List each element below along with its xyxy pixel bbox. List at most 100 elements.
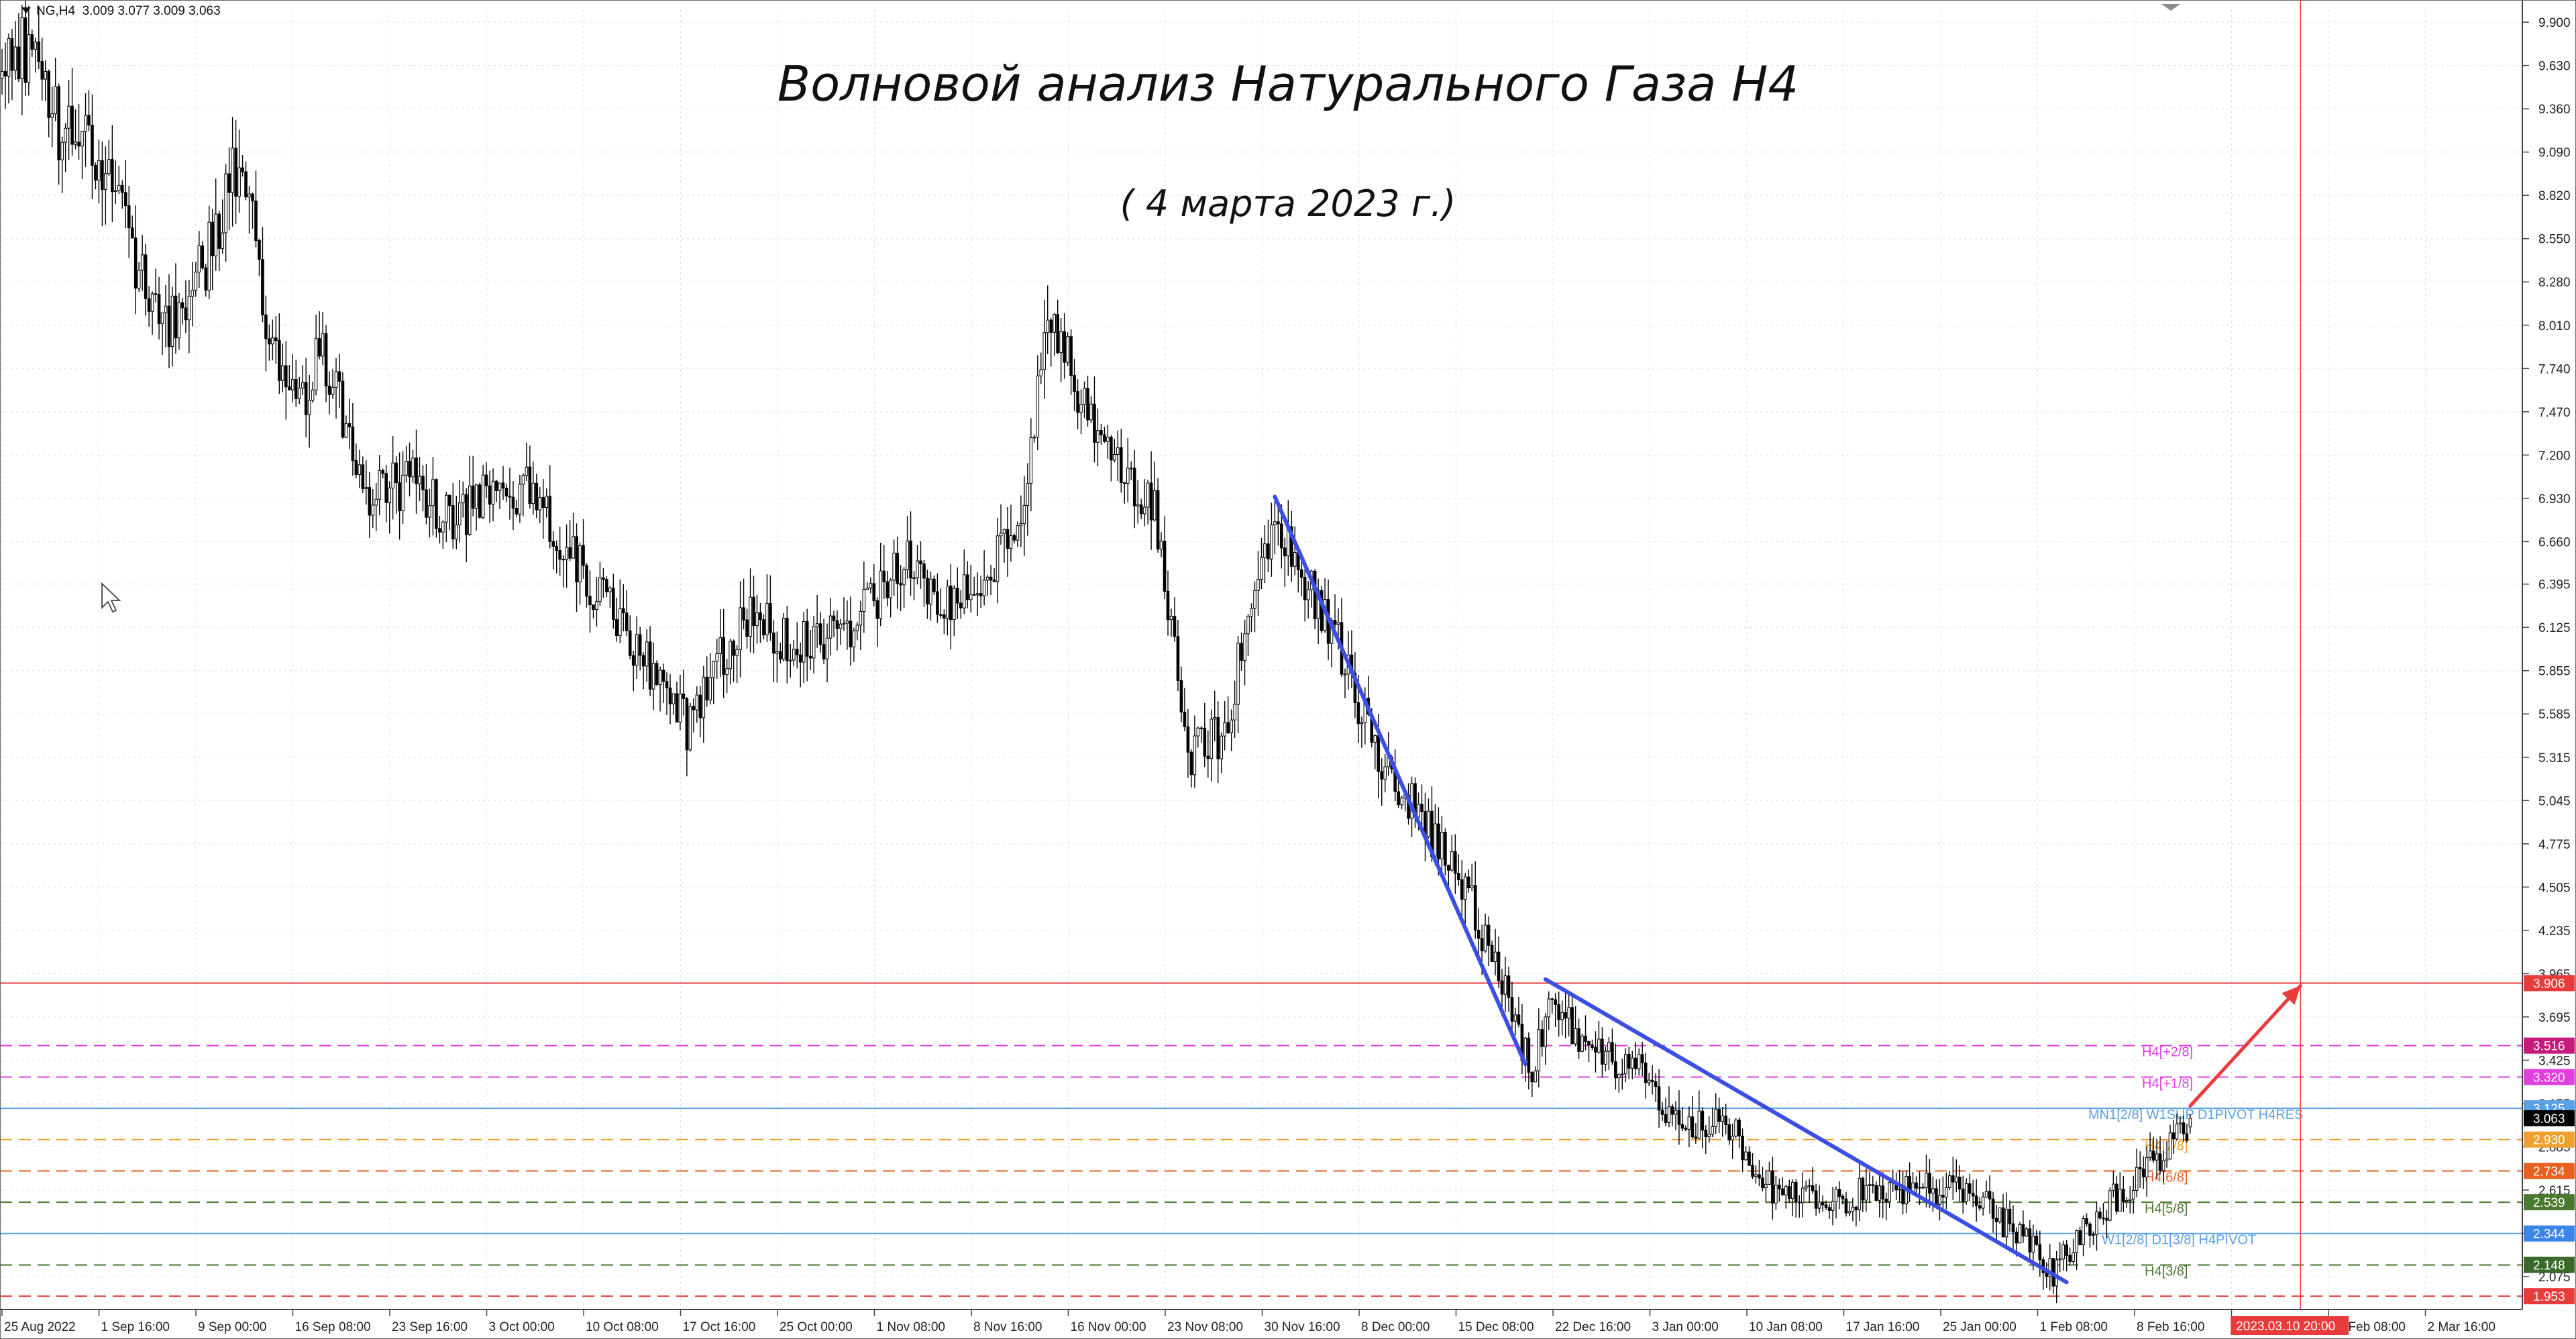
candle [157, 276, 161, 339]
candle [615, 597, 619, 642]
candle [27, 5, 31, 96]
candle-body [415, 458, 418, 484]
candle [241, 155, 244, 177]
candle [180, 297, 184, 325]
candle [2148, 1132, 2152, 1161]
candle-body [364, 486, 368, 489]
candle-body [1056, 314, 1059, 354]
candle [2035, 1230, 2039, 1246]
candle-body [368, 486, 372, 516]
candle [1250, 603, 1253, 633]
candle [1811, 1167, 1815, 1194]
candle-body [1053, 314, 1057, 333]
candle-body [658, 670, 662, 685]
candle-body [1093, 403, 1096, 443]
price-badge [2524, 1110, 2575, 1126]
candle [1360, 716, 1364, 748]
candle [117, 166, 121, 195]
candle-body [608, 587, 612, 592]
candle [2112, 1171, 2115, 1197]
candle [2072, 1238, 2075, 1265]
candle-body [1978, 1205, 1982, 1209]
candle-body [585, 565, 588, 597]
candle [608, 586, 612, 608]
candle [428, 488, 431, 538]
candle [248, 186, 251, 234]
candle [732, 639, 735, 682]
candle-body [508, 495, 512, 498]
price-badge [2524, 1288, 2575, 1305]
candle [2138, 1151, 2142, 1188]
candle-body [1223, 722, 1226, 737]
candle [922, 559, 926, 607]
candle [745, 608, 749, 649]
candle [1454, 834, 1457, 894]
candle-body [241, 167, 244, 172]
candle [1380, 758, 1384, 806]
candle-body [936, 591, 939, 615]
candle-body [3, 70, 7, 76]
candle-body [849, 621, 853, 647]
candle-body [779, 651, 782, 659]
candle-body [311, 389, 315, 401]
candle-body [775, 651, 779, 654]
candle-body [715, 653, 719, 662]
candle [631, 651, 635, 692]
candle [421, 465, 425, 512]
candle [879, 542, 883, 627]
candle [1734, 1118, 1737, 1138]
candle-body [248, 193, 251, 198]
candle-body [1737, 1120, 1741, 1137]
candle-body [494, 480, 498, 491]
candle-body [67, 105, 70, 129]
candle-body [1844, 1198, 1848, 1214]
candle-body [1437, 823, 1440, 859]
candle [1667, 1086, 1671, 1128]
candle-body [2105, 1218, 2108, 1221]
candle [1079, 389, 1083, 435]
candle-body [401, 474, 405, 512]
candle-body [1493, 951, 1497, 963]
candle-body [1513, 1014, 1517, 1022]
candle-body [1450, 851, 1454, 871]
candle-body [478, 484, 482, 518]
candle-body [114, 190, 117, 193]
candle-body [1647, 1079, 1651, 1083]
candle-body [1179, 680, 1183, 712]
candle-body [1644, 1062, 1648, 1083]
candle-body [1270, 524, 1273, 559]
candle-body [722, 637, 725, 676]
symbol-label: NG,H4 [36, 4, 76, 18]
candle-body [2155, 1153, 2159, 1161]
candle-body [1383, 766, 1387, 780]
candle-body [10, 38, 14, 71]
candle-body [955, 588, 959, 604]
candle [1179, 666, 1183, 722]
candle [1493, 928, 1497, 976]
candle-body [251, 193, 254, 202]
candle-body [1667, 1106, 1671, 1123]
candle-body [1510, 997, 1514, 1022]
price-badge [2524, 975, 2575, 992]
candle-body [244, 171, 248, 198]
candle [575, 523, 578, 612]
candle-body [535, 482, 539, 511]
scroll-marker-icon[interactable] [2161, 4, 2180, 11]
candle-body [34, 41, 38, 50]
price-tick-label: 8.820 [2538, 189, 2571, 203]
dropdown-triangle-icon[interactable] [21, 7, 31, 13]
candle [1333, 594, 1337, 629]
candle [1120, 428, 1123, 493]
candle-body [651, 663, 655, 690]
candle [1059, 318, 1063, 382]
candle [1614, 1043, 1617, 1090]
candle [307, 374, 311, 448]
candle [23, 0, 28, 96]
candle-body [454, 524, 458, 539]
candle-body [695, 694, 699, 710]
candle-body [150, 293, 154, 312]
ohlc-quote: 3.009 3.077 3.009 3.063 [82, 4, 221, 18]
candle [454, 496, 458, 549]
candle-body [2128, 1198, 2132, 1201]
candle [1577, 1018, 1580, 1059]
